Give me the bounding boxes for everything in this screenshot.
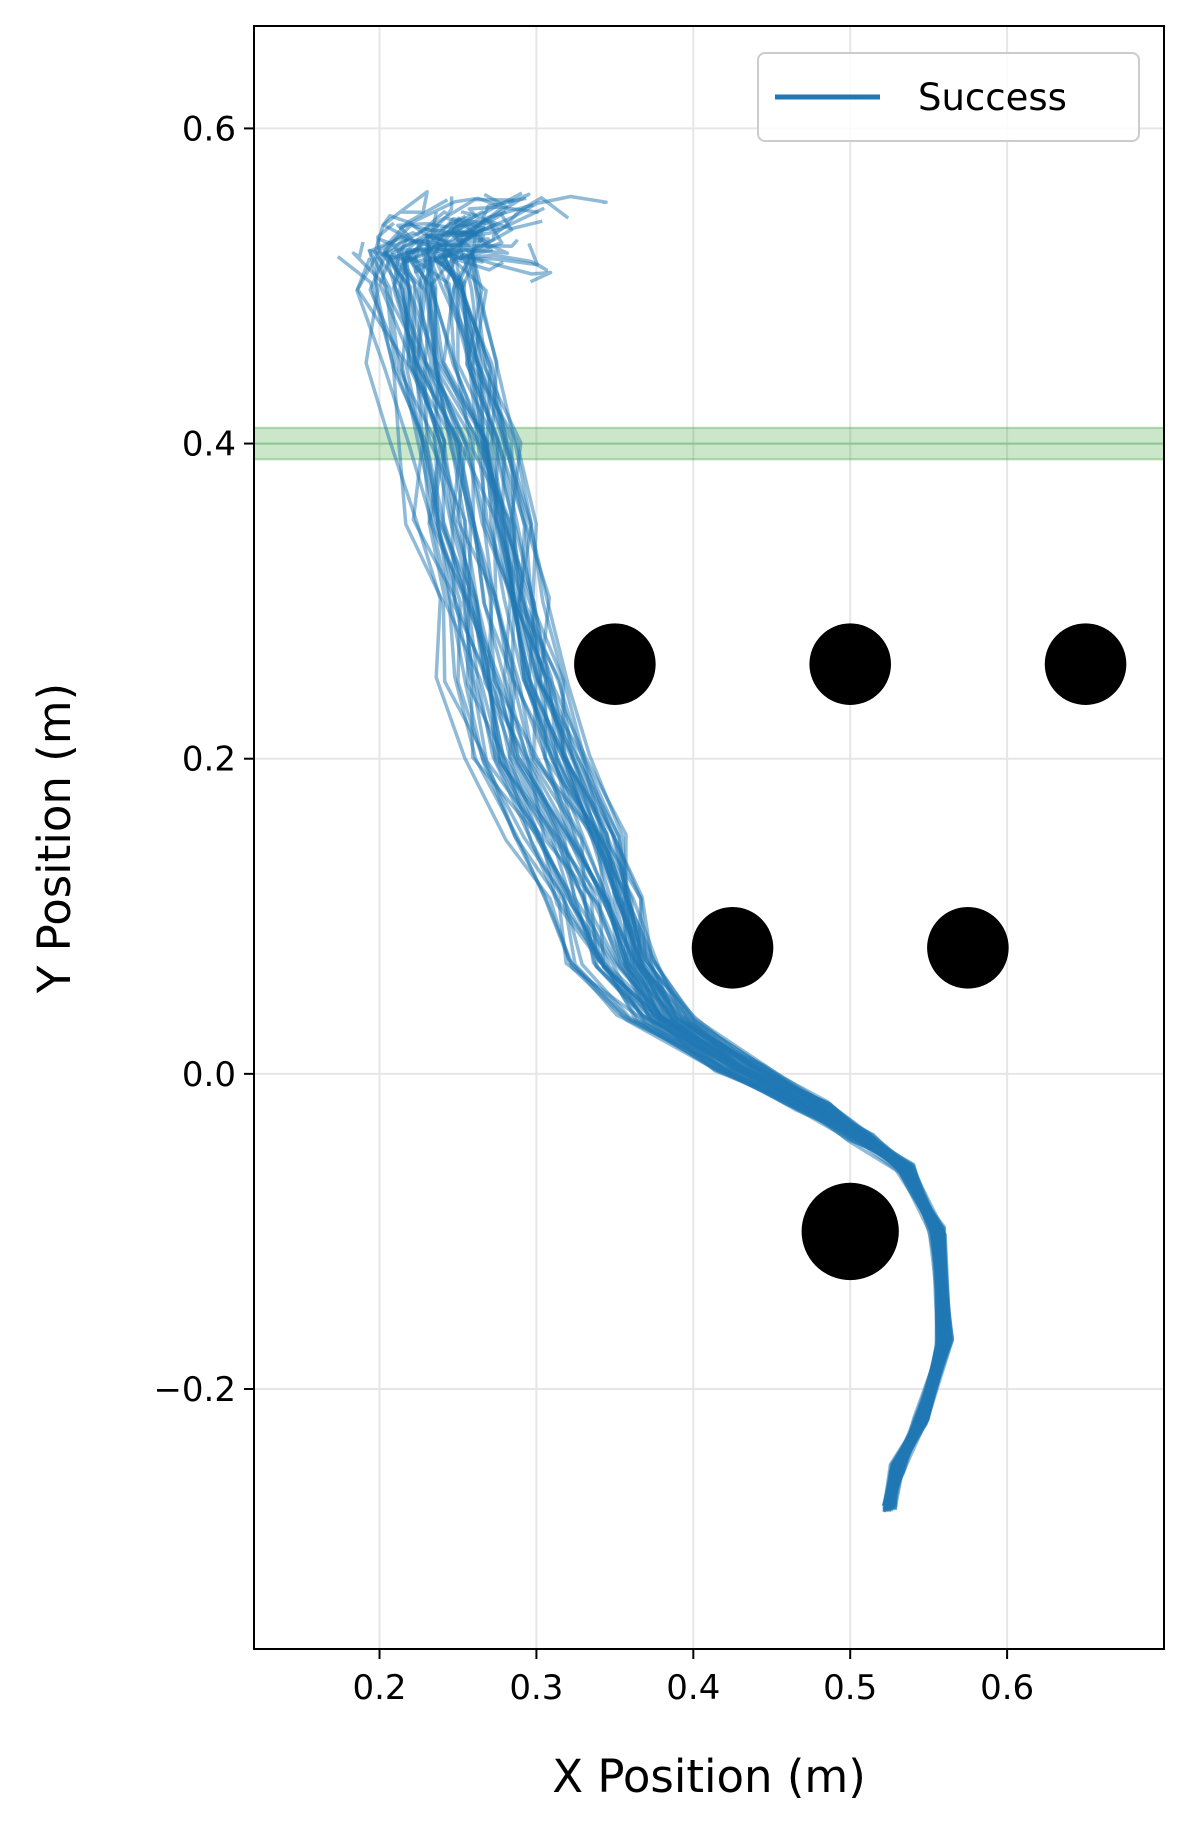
axis-ticks: 0.2 0.3 0.4 0.5 0.6 0.6 0.4 0.2 0.0 −0.2 [153, 109, 1034, 1708]
trajectory-line [377, 198, 954, 1512]
obstacle-circle [691, 907, 774, 989]
x-tick-label: 0.5 [823, 1668, 877, 1708]
plot-frame [253, 25, 1165, 1650]
obstacle-circle [927, 907, 1009, 989]
y-tick-label: 0.6 [182, 109, 236, 149]
x-tick-label: 0.4 [666, 1668, 720, 1708]
x-tick-label: 0.3 [509, 1668, 563, 1708]
trajectory-lines [336, 190, 955, 1513]
trajectory-line [461, 252, 940, 1506]
obstacle-circle [809, 623, 891, 705]
y-axis-label: Y Position (m) [28, 683, 81, 994]
legend-box [757, 52, 1140, 142]
grid-lines [254, 26, 1164, 1649]
x-axis-label: X Position (m) [552, 1750, 866, 1803]
y-tick-label: −0.2 [153, 1370, 236, 1410]
legend: Success [757, 52, 1140, 142]
obstacle-circle [574, 623, 656, 705]
y-tick-label: 0.4 [182, 425, 236, 465]
x-tick-label: 0.6 [980, 1668, 1034, 1708]
obstacle-circle [1044, 623, 1127, 705]
x-tick-label: 0.2 [352, 1668, 406, 1708]
legend-label-success: Success [918, 76, 1067, 119]
obstacles [574, 623, 1127, 1281]
y-tick-label: 0.0 [182, 1055, 236, 1095]
y-tick-label: 0.2 [182, 740, 236, 780]
obstacle-circle [801, 1182, 899, 1281]
